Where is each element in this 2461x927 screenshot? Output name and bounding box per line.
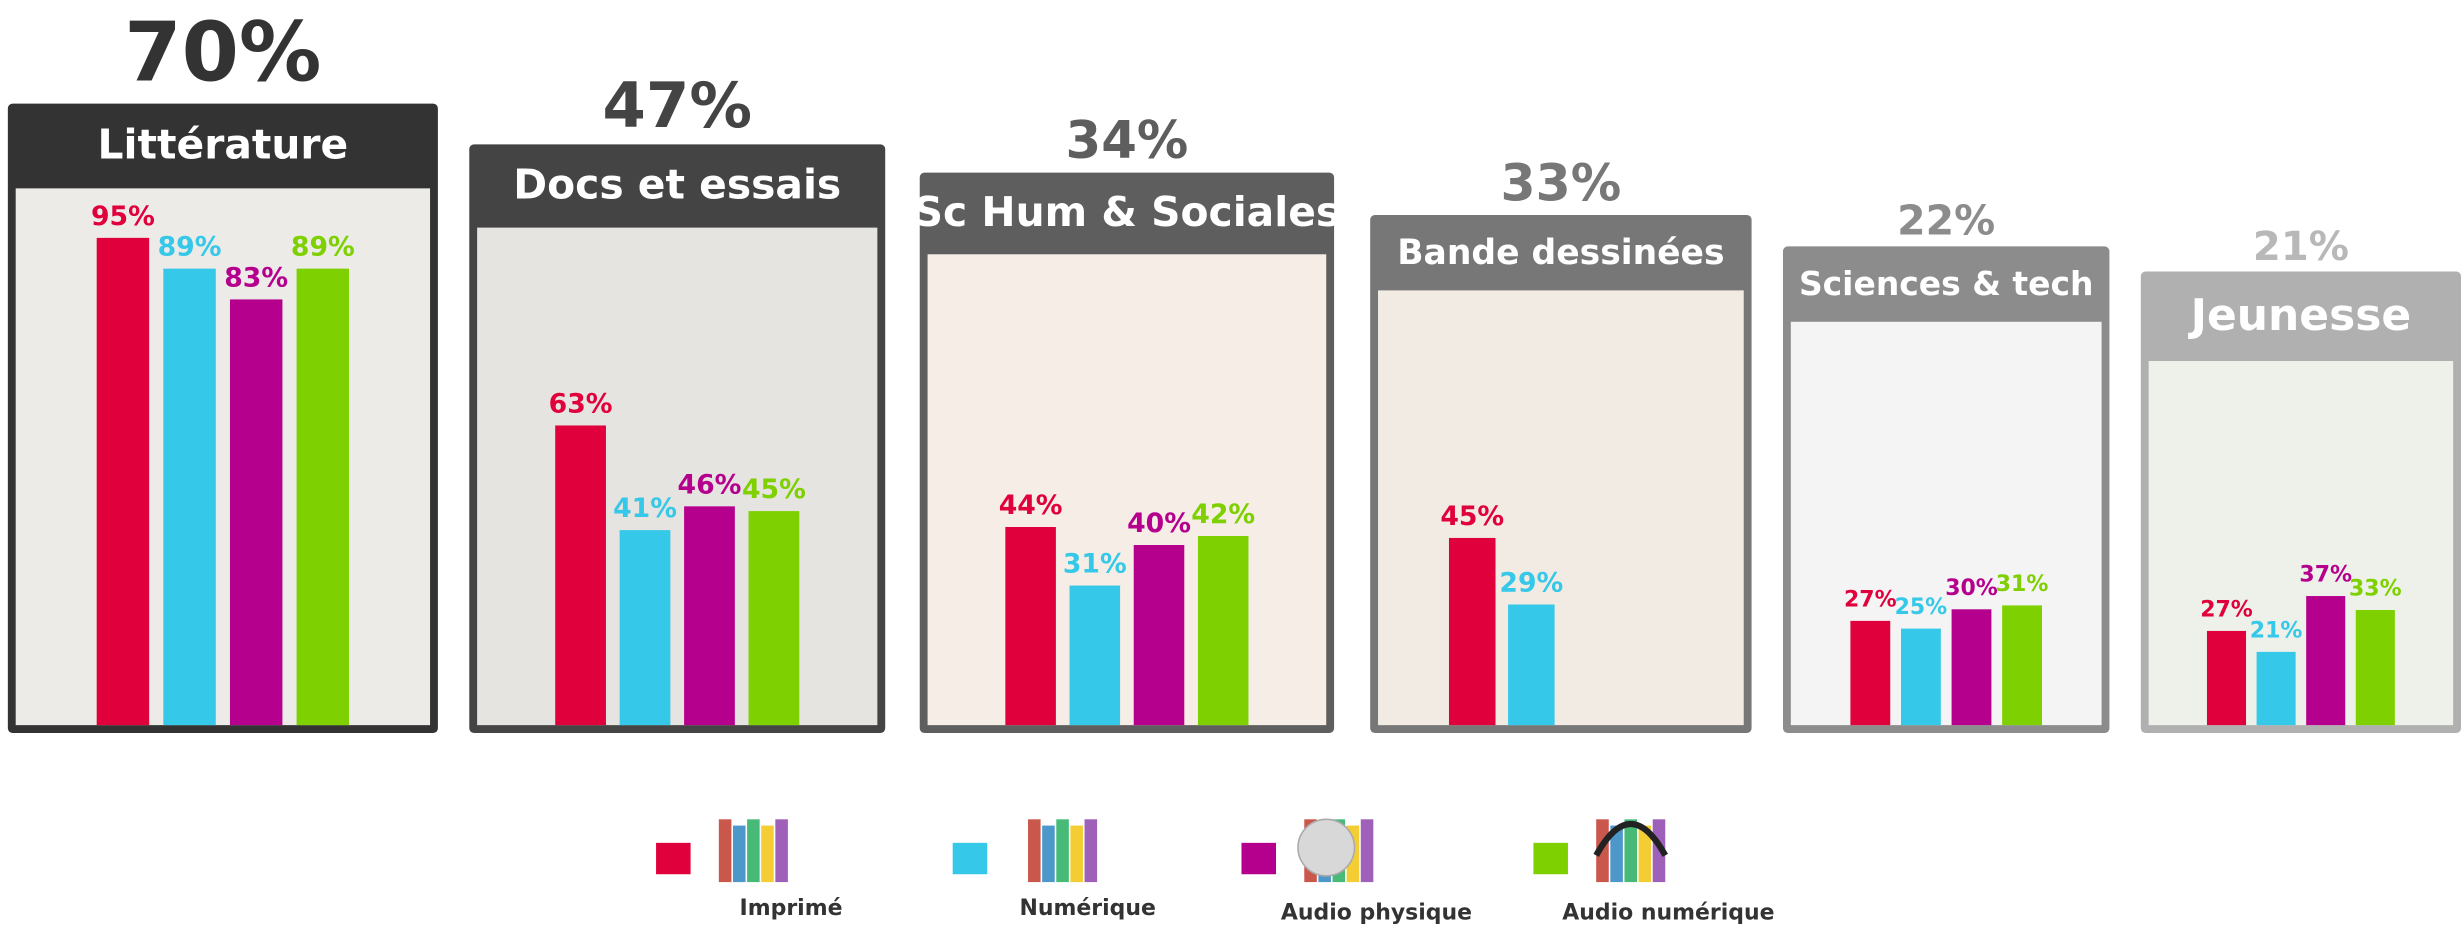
- value-label: 63%: [549, 389, 613, 420]
- legend-swatch: [953, 843, 988, 874]
- bar: [1952, 609, 1992, 725]
- legend-icon: [733, 826, 746, 883]
- headline: 47%: [602, 69, 752, 142]
- headline: 70%: [124, 6, 321, 101]
- bar: [230, 299, 282, 725]
- headline: 33%: [1501, 153, 1622, 212]
- value-label: 37%: [2299, 563, 2352, 588]
- panel-title: Sc Hum & Sociales: [914, 188, 1341, 236]
- headline: 34%: [1065, 111, 1188, 171]
- value-label: 89%: [291, 232, 355, 263]
- panel-title: Littérature: [98, 121, 349, 169]
- bar: [1005, 527, 1056, 725]
- value-label: 21%: [2250, 618, 2303, 643]
- legend-icon: [1042, 826, 1055, 883]
- value-label: 44%: [999, 490, 1063, 521]
- legend-icon: [761, 826, 774, 883]
- legend-swatch: [1241, 843, 1276, 874]
- value-label: 95%: [91, 201, 155, 232]
- legend-icon: [1028, 819, 1041, 882]
- bar: [1070, 586, 1121, 726]
- panel-background: [1378, 290, 1744, 725]
- value-label: 45%: [1440, 501, 1504, 532]
- panel-background: [928, 254, 1327, 725]
- bar: [2207, 631, 2246, 725]
- value-label: 25%: [1895, 595, 1948, 620]
- value-label: 33%: [2349, 577, 2402, 602]
- bar: [1449, 538, 1496, 725]
- value-label: 46%: [678, 469, 742, 500]
- headline: 21%: [2253, 224, 2349, 270]
- value-label: 30%: [1945, 576, 1998, 601]
- value-label: 27%: [1844, 587, 1897, 612]
- bar: [163, 269, 215, 725]
- panel-background: [1791, 322, 2102, 725]
- legend-label: Imprimé: [740, 896, 843, 921]
- legend-icon: [775, 819, 788, 882]
- bar: [2257, 652, 2296, 725]
- bar: [2356, 610, 2395, 725]
- legend-swatch: [656, 843, 691, 874]
- value-label: 31%: [1063, 549, 1127, 580]
- value-label: 42%: [1191, 499, 1255, 530]
- bar: [1198, 536, 1249, 725]
- legend-icon: [1361, 819, 1374, 882]
- chart: Littérature70%95%89%83%89%Docs et essais…: [0, 0, 2461, 927]
- panel-title: Sciences & tech: [1799, 264, 2094, 303]
- legend-label: Audio numérique: [1562, 900, 1774, 925]
- bar: [97, 238, 149, 725]
- legend-label: Numérique: [1019, 896, 1155, 921]
- panel-title: Docs et essais: [513, 161, 841, 209]
- panel-background: [2149, 361, 2453, 725]
- legend-icon: [1085, 819, 1098, 882]
- bar: [1850, 621, 1890, 725]
- page: Littérature70%95%89%83%89%Docs et essais…: [0, 0, 2461, 927]
- panel-title: Bande dessinées: [1397, 233, 1724, 273]
- bar: [749, 511, 800, 725]
- panel-background: [16, 188, 430, 725]
- bar: [620, 530, 671, 725]
- headline: 22%: [1897, 197, 1995, 245]
- bar: [2306, 596, 2345, 725]
- bar: [1508, 604, 1555, 725]
- bar: [555, 425, 606, 725]
- legend-icon: [1624, 819, 1637, 882]
- value-label: 45%: [742, 474, 806, 505]
- value-label: 27%: [2200, 598, 2253, 623]
- value-label: 29%: [1499, 568, 1563, 599]
- bar: [297, 269, 349, 725]
- legend-icon: [1070, 826, 1083, 883]
- legend-label: Audio physique: [1281, 900, 1472, 925]
- legend-swatch: [1533, 843, 1568, 874]
- legend-icon: [1056, 819, 1069, 882]
- value-label: 83%: [224, 263, 288, 294]
- legend-icon: [1298, 819, 1355, 876]
- value-label: 89%: [158, 232, 222, 263]
- value-label: 31%: [1996, 572, 2049, 597]
- bar: [1134, 545, 1185, 725]
- bar: [684, 506, 735, 725]
- value-label: 41%: [613, 493, 677, 524]
- panel-title: Jeunesse: [2188, 290, 2412, 341]
- legend-icon: [719, 819, 732, 882]
- value-label: 40%: [1127, 508, 1191, 539]
- bar: [2002, 605, 2042, 725]
- legend-icon: [747, 819, 760, 882]
- bar: [1901, 629, 1941, 726]
